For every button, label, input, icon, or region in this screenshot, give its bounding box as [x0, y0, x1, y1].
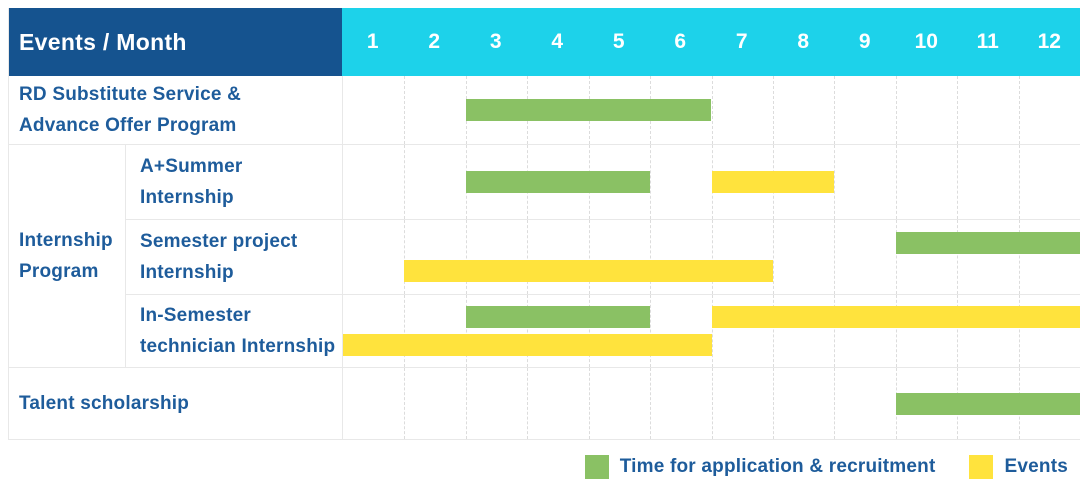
month-header-5: 5 [612, 30, 625, 53]
chart-cell [342, 220, 1080, 295]
month-gridline [650, 295, 652, 367]
month-gridline [527, 220, 529, 294]
gantt-bar-events [711, 171, 835, 193]
month-gridline [1018, 220, 1020, 294]
row-group-label: Internship Program [9, 145, 125, 368]
month-gridline [650, 145, 652, 219]
month-header-1: 1 [366, 30, 379, 53]
month-gridline [404, 368, 406, 439]
month-gridline [834, 76, 836, 144]
gantt-bar-recruitment [895, 392, 1080, 415]
row-label: Semester project Internship [125, 220, 342, 295]
month-gridline [834, 220, 836, 294]
chart-cell [342, 368, 1080, 440]
month-gridline [650, 220, 652, 294]
month-gridline [588, 220, 590, 294]
month-gridline [772, 220, 774, 294]
legend-label: Events [1004, 456, 1068, 477]
row-label-line: In-Semester [140, 305, 251, 326]
month-header-8: 8 [797, 30, 810, 53]
month-gridline [711, 220, 713, 294]
gantt-bar-events [711, 306, 1080, 328]
row-label-line: Internship [140, 262, 234, 283]
row-label-line: Internship [140, 187, 234, 208]
month-gridline [527, 295, 529, 367]
month-gridline [834, 145, 836, 219]
month-header-11: 11 [976, 30, 999, 53]
month-gridline [404, 295, 406, 367]
legend: Time for application & recruitment Events [0, 440, 1068, 494]
row-label-line: A+Summer [140, 156, 243, 177]
month-gridline [465, 295, 467, 367]
row-group-label-line: Internship [19, 230, 113, 251]
month-gridline [772, 295, 774, 367]
month-gridline [895, 295, 897, 367]
month-gridline [1018, 295, 1020, 367]
legend-swatch-events [969, 455, 994, 479]
month-gridline [834, 368, 836, 439]
row-label: Talent scholarship [9, 368, 342, 440]
month-gridline [1018, 76, 1020, 144]
month-gridline [772, 76, 774, 144]
month-gridline [957, 145, 959, 219]
legend-label: Time for application & recruitment [619, 456, 936, 477]
month-gridline [650, 368, 652, 439]
month-gridline [527, 368, 529, 439]
month-gridline [404, 145, 406, 219]
legend-item-recruitment: Time for application & recruitment [584, 455, 936, 479]
month-gridline [895, 76, 897, 144]
row-label-line: RD Substitute Service & [19, 84, 242, 105]
month-gridline [895, 145, 897, 219]
month-gridline [711, 368, 713, 439]
month-gridline [588, 295, 590, 367]
month-gridline [957, 220, 959, 294]
row-group-label-line: Program [19, 261, 99, 282]
gantt-bar-recruitment [465, 99, 712, 121]
gantt-bar-recruitment [465, 306, 651, 328]
month-header-9: 9 [858, 30, 871, 53]
chart-cell [342, 145, 1080, 220]
row-label: RD Substitute Service & Advance Offer Pro… [9, 76, 342, 145]
legend-swatch-recruitment [584, 455, 609, 479]
row-label: A+Summer Internship [125, 145, 342, 220]
gantt-bar-recruitment [895, 232, 1080, 254]
row-label: In-Semester technician Internship [125, 295, 342, 368]
month-gridline [1018, 145, 1020, 219]
month-gridline [404, 76, 406, 144]
month-gridline [957, 295, 959, 367]
month-header-12: 12 [1037, 30, 1061, 53]
month-gridline [772, 368, 774, 439]
month-gridline [834, 295, 836, 367]
row-label-line: Talent scholarship [19, 393, 190, 414]
month-gridline [465, 368, 467, 439]
month-gridline [465, 220, 467, 294]
gantt-bar-events [343, 334, 712, 356]
month-header-4: 4 [551, 30, 564, 53]
month-header-row: 1 2 3 4 5 6 7 8 9 10 11 12 [342, 8, 1080, 76]
month-gridline [711, 295, 713, 367]
chart-cell [342, 76, 1080, 145]
row-label-line: Semester project [140, 231, 298, 252]
events-month-header: Events / Month [9, 8, 342, 76]
gantt-table: Events / Month 1 2 3 4 5 6 7 8 9 10 11 12 Internshi… [8, 8, 1080, 440]
month-header-7: 7 [735, 30, 748, 53]
gantt-bar-recruitment [465, 171, 651, 193]
month-gridline [957, 76, 959, 144]
gantt-bar-events [404, 260, 773, 282]
month-gridline [711, 76, 713, 144]
legend-item-events: Events [969, 455, 1068, 479]
month-header-6: 6 [674, 30, 687, 53]
month-gridline [404, 220, 406, 294]
month-gridline [895, 220, 897, 294]
month-gridline [588, 368, 590, 439]
chart-cell [342, 295, 1080, 368]
month-header-3: 3 [489, 30, 502, 53]
row-label-line: technician Internship [140, 336, 336, 357]
month-header-2: 2 [428, 30, 441, 53]
row-label-line: Advance Offer Program [19, 115, 237, 136]
month-header-10: 10 [914, 30, 938, 53]
